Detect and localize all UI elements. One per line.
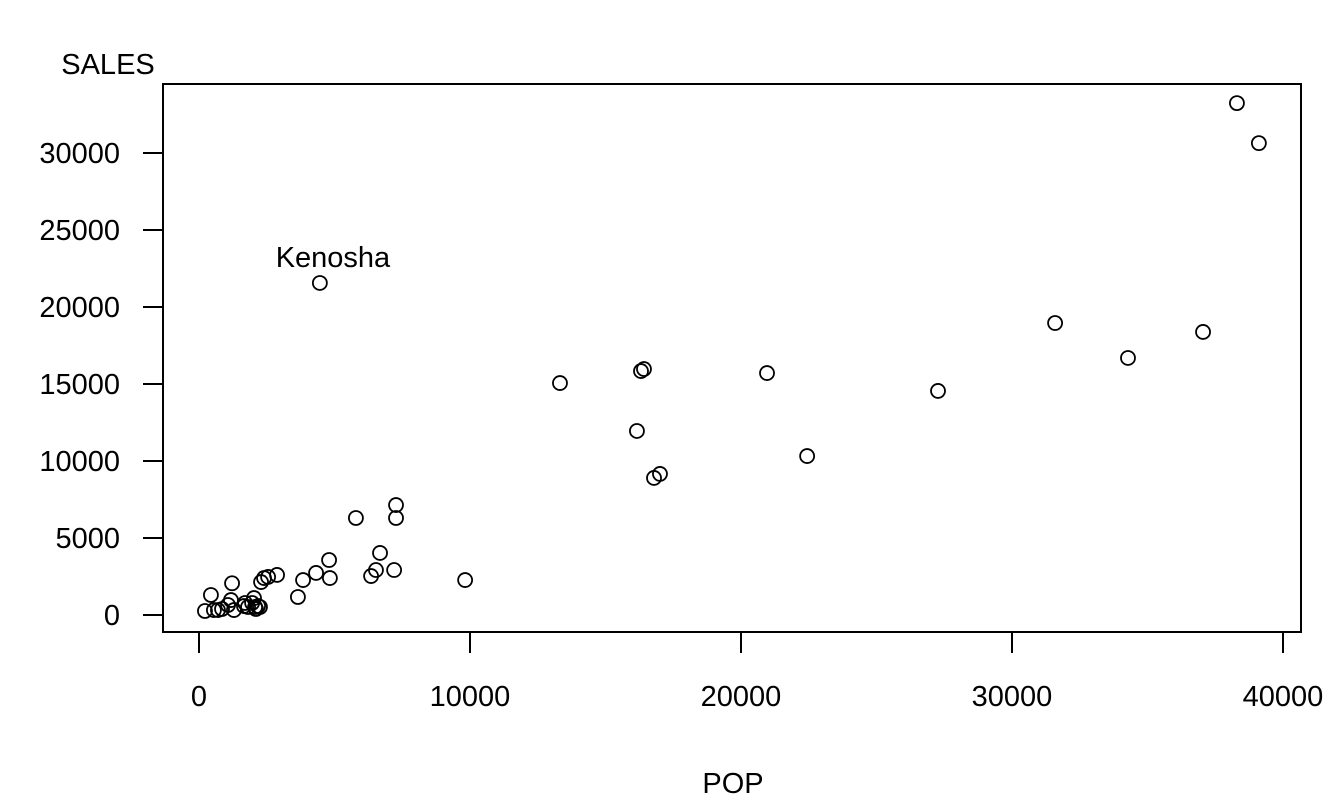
y-tick-label: 15000 <box>39 369 120 401</box>
data-point <box>372 545 388 561</box>
data-point <box>1229 95 1245 112</box>
y-tick-label: 20000 <box>39 292 120 324</box>
data-point <box>652 466 668 482</box>
plot-frame <box>162 83 1302 633</box>
data-point <box>260 569 277 585</box>
y-tick-label: 5000 <box>55 523 120 555</box>
y-tick-label: 25000 <box>39 215 120 247</box>
x-axis-label: POP <box>702 768 763 800</box>
y-tick-label: 10000 <box>39 446 120 478</box>
data-point <box>197 603 213 619</box>
y-axis-label: SALES <box>61 49 155 81</box>
data-point <box>1195 324 1211 340</box>
y-axis: 0 5000 10000 15000 20000 25000 30000 <box>39 138 163 632</box>
data-point <box>552 375 568 391</box>
data-point <box>759 365 775 381</box>
x-tick-label: 40000 <box>1243 681 1324 713</box>
point-annotation: Kenosha <box>276 242 391 274</box>
y-tick-label: 30000 <box>39 138 120 170</box>
data-point <box>368 562 384 578</box>
data-point <box>388 497 404 513</box>
data-point <box>1250 135 1267 152</box>
data-point <box>203 587 219 603</box>
data-point <box>321 570 338 586</box>
y-tick-label: 0 <box>104 600 120 632</box>
data-point <box>1047 315 1063 331</box>
x-tick-label: 30000 <box>972 681 1053 713</box>
data-point <box>799 448 816 464</box>
data-point <box>930 383 946 399</box>
data-point <box>295 572 311 588</box>
data-point <box>348 510 364 526</box>
data-point <box>269 567 285 583</box>
data-point <box>636 361 652 377</box>
x-axis: 0 10000 20000 30000 40000 <box>191 632 1323 713</box>
data-point <box>223 592 239 608</box>
x-tick-label: 10000 <box>430 681 511 713</box>
data-point <box>321 552 337 568</box>
data-point <box>224 575 240 592</box>
data-point <box>308 565 324 581</box>
x-tick-label: 20000 <box>701 681 782 713</box>
data-point <box>206 602 222 618</box>
data-point <box>457 572 474 588</box>
data-point <box>1120 350 1136 366</box>
data-point <box>629 423 645 439</box>
data-point <box>633 363 649 379</box>
annotations: Kenosha <box>276 242 391 274</box>
data-points <box>197 95 1267 619</box>
data-point <box>386 562 403 578</box>
data-point <box>252 599 268 615</box>
data-point <box>311 275 328 291</box>
data-point <box>290 589 306 605</box>
data-point <box>388 510 404 526</box>
x-tick-label: 0 <box>191 681 207 713</box>
